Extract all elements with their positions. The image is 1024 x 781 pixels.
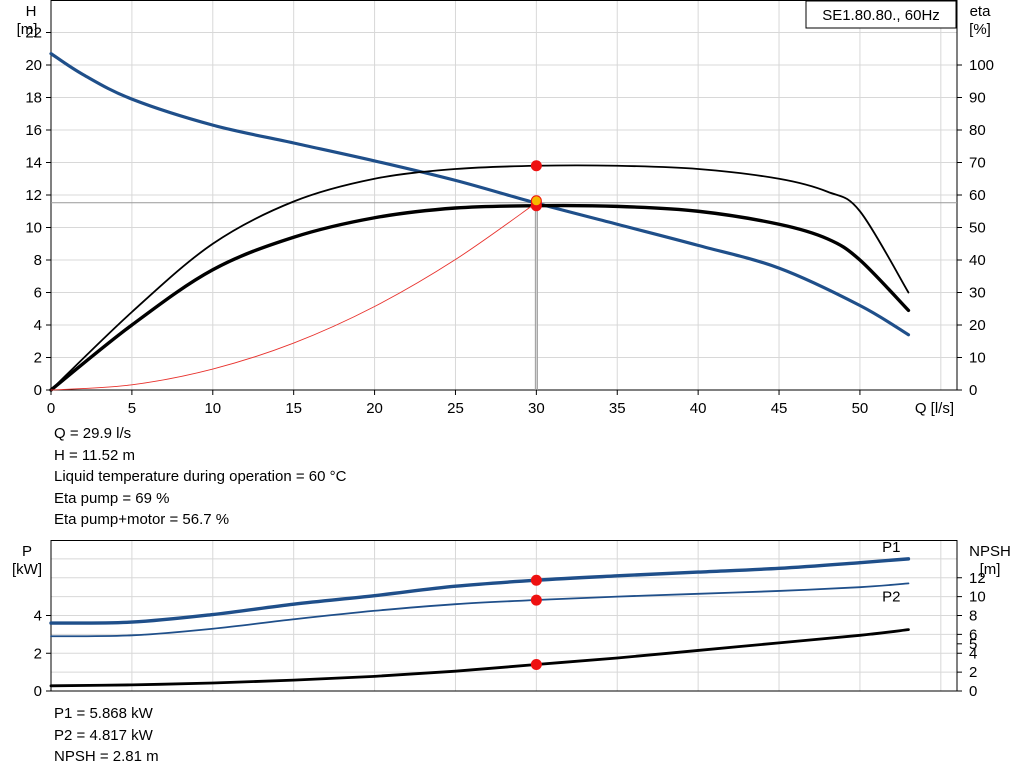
y-right-tick-label: 40 — [969, 252, 986, 269]
y-right-tick-label: 0 — [969, 683, 977, 700]
x-tick-label: 20 — [366, 400, 383, 417]
y-left-tick-label: 8 — [34, 252, 42, 269]
y-left-tick-label: 20 — [25, 57, 42, 74]
y-left-tick-label: 2 — [34, 350, 42, 367]
series-label-p1: P1 — [882, 539, 900, 556]
y-right-tick-label: 8 — [969, 608, 977, 625]
y-right-tick-label: 4 — [969, 645, 977, 662]
operating-point-marker — [530, 658, 542, 670]
y-right-tick-label: 30 — [969, 285, 986, 302]
head-efficiency-chart: 0246810121416182022010203040506070809010… — [17, 0, 994, 417]
y-left-axis-label: P — [22, 543, 32, 560]
x-tick-label: 15 — [285, 400, 302, 417]
info-p1: P1 = 5.868 kW — [54, 705, 153, 722]
x-tick-label: 50 — [852, 400, 869, 417]
y-right-tick-label: 6 — [969, 626, 977, 643]
y-left-tick-label: 10 — [25, 220, 42, 237]
y-left-tick-label: 0 — [34, 683, 42, 700]
y-left-tick-label: 12 — [25, 187, 42, 204]
y-left-tick-label: 14 — [25, 155, 42, 172]
y-right-tick-label: 10 — [969, 589, 986, 606]
y-right-tick-label: 60 — [969, 187, 986, 204]
y-left-tick-label: 0 — [34, 382, 42, 399]
y-right-tick-label: 20 — [969, 317, 986, 334]
operating-point-info: Q = 29.9 l/s H = 11.52 m Liquid temperat… — [54, 423, 346, 531]
y-right-tick-label: 100 — [969, 57, 994, 74]
y-left-axis-unit: [m] — [17, 21, 38, 38]
x-tick-label: 0 — [47, 400, 55, 417]
x-tick-label: 25 — [447, 400, 464, 417]
series-line-p2 — [50, 582, 910, 638]
power-info: P1 = 5.868 kW P2 = 4.817 kW NPSH = 2.81 … — [54, 703, 159, 768]
y-right-tick-label: 80 — [969, 122, 986, 139]
info-liquid-temperature: Liquid temperature during operation = 60… — [54, 468, 347, 485]
info-flow: Q = 29.9 l/s — [54, 425, 132, 442]
x-axis-label: Q [l/s] — [915, 400, 954, 417]
x-tick-label: 40 — [690, 400, 707, 417]
y-left-tick-label: 6 — [34, 285, 42, 302]
x-tick-label: 10 — [204, 400, 221, 417]
x-tick-label: 45 — [771, 400, 788, 417]
info-eta-pump: Eta pump = 69 % — [54, 489, 170, 507]
series-line-npsh — [49, 628, 910, 688]
y-left-tick-label: 22 — [25, 25, 42, 42]
info-npsh: NPSH = 2.81 m — [54, 748, 159, 765]
y-left-tick-label: 4 — [34, 608, 42, 625]
x-tick-label: 5 — [128, 400, 136, 417]
series-line-system-curve — [50, 202, 537, 391]
y-right-axis-label: eta — [970, 3, 992, 20]
series-line-p1 — [49, 557, 911, 625]
y-left-tick-label: 2 — [34, 645, 42, 662]
chart-title: SE1.80.80., 60Hz — [822, 7, 940, 24]
operating-point-marker — [530, 594, 542, 606]
y-right-axis-unit: [%] — [969, 21, 991, 38]
series-line-h — [49, 52, 911, 337]
info-head: H = 11.52 m — [54, 446, 136, 464]
info-eta-pump-motor: Eta pump+motor = 56.7 % — [54, 511, 230, 528]
y-right-tick-label: 90 — [969, 90, 986, 107]
y-right-tick-label: 70 — [969, 155, 986, 172]
chart-title-box — [805, 0, 957, 29]
y-left-axis-label: H — [26, 3, 37, 20]
y-left-tick-label: 18 — [25, 90, 42, 107]
y-right-tick-label: 0 — [969, 382, 977, 399]
y-right-tick-label: 10 — [969, 350, 986, 367]
y-right-axis-label: NPSH — [969, 543, 1011, 560]
y-left-tick-label: 16 — [25, 122, 42, 139]
y-right-tick-label: 12 — [969, 570, 986, 587]
y-left-tick-label: 4 — [34, 317, 42, 334]
y-right-tick-label: 2 — [969, 664, 977, 681]
grid — [51, 540, 957, 691]
x-tick-label: 30 — [528, 400, 545, 417]
operating-point-marker — [530, 574, 542, 586]
operating-point-highlight — [530, 195, 542, 207]
y-right-axis-unit: [m] — [980, 561, 1001, 578]
info-p2: P2 = 4.817 kW — [54, 726, 153, 744]
y-left-axis-unit: [kW] — [12, 561, 42, 578]
operating-point-marker — [530, 160, 542, 172]
series-line-eta-pump-motor — [49, 203, 911, 392]
series-line-eta-pump — [50, 164, 910, 391]
y-right-tick-label: 50 — [969, 220, 986, 237]
series-label-p2: P2 — [882, 588, 900, 605]
y-right-tick-label: 5 — [969, 636, 977, 653]
x-tick-label: 35 — [609, 400, 626, 417]
